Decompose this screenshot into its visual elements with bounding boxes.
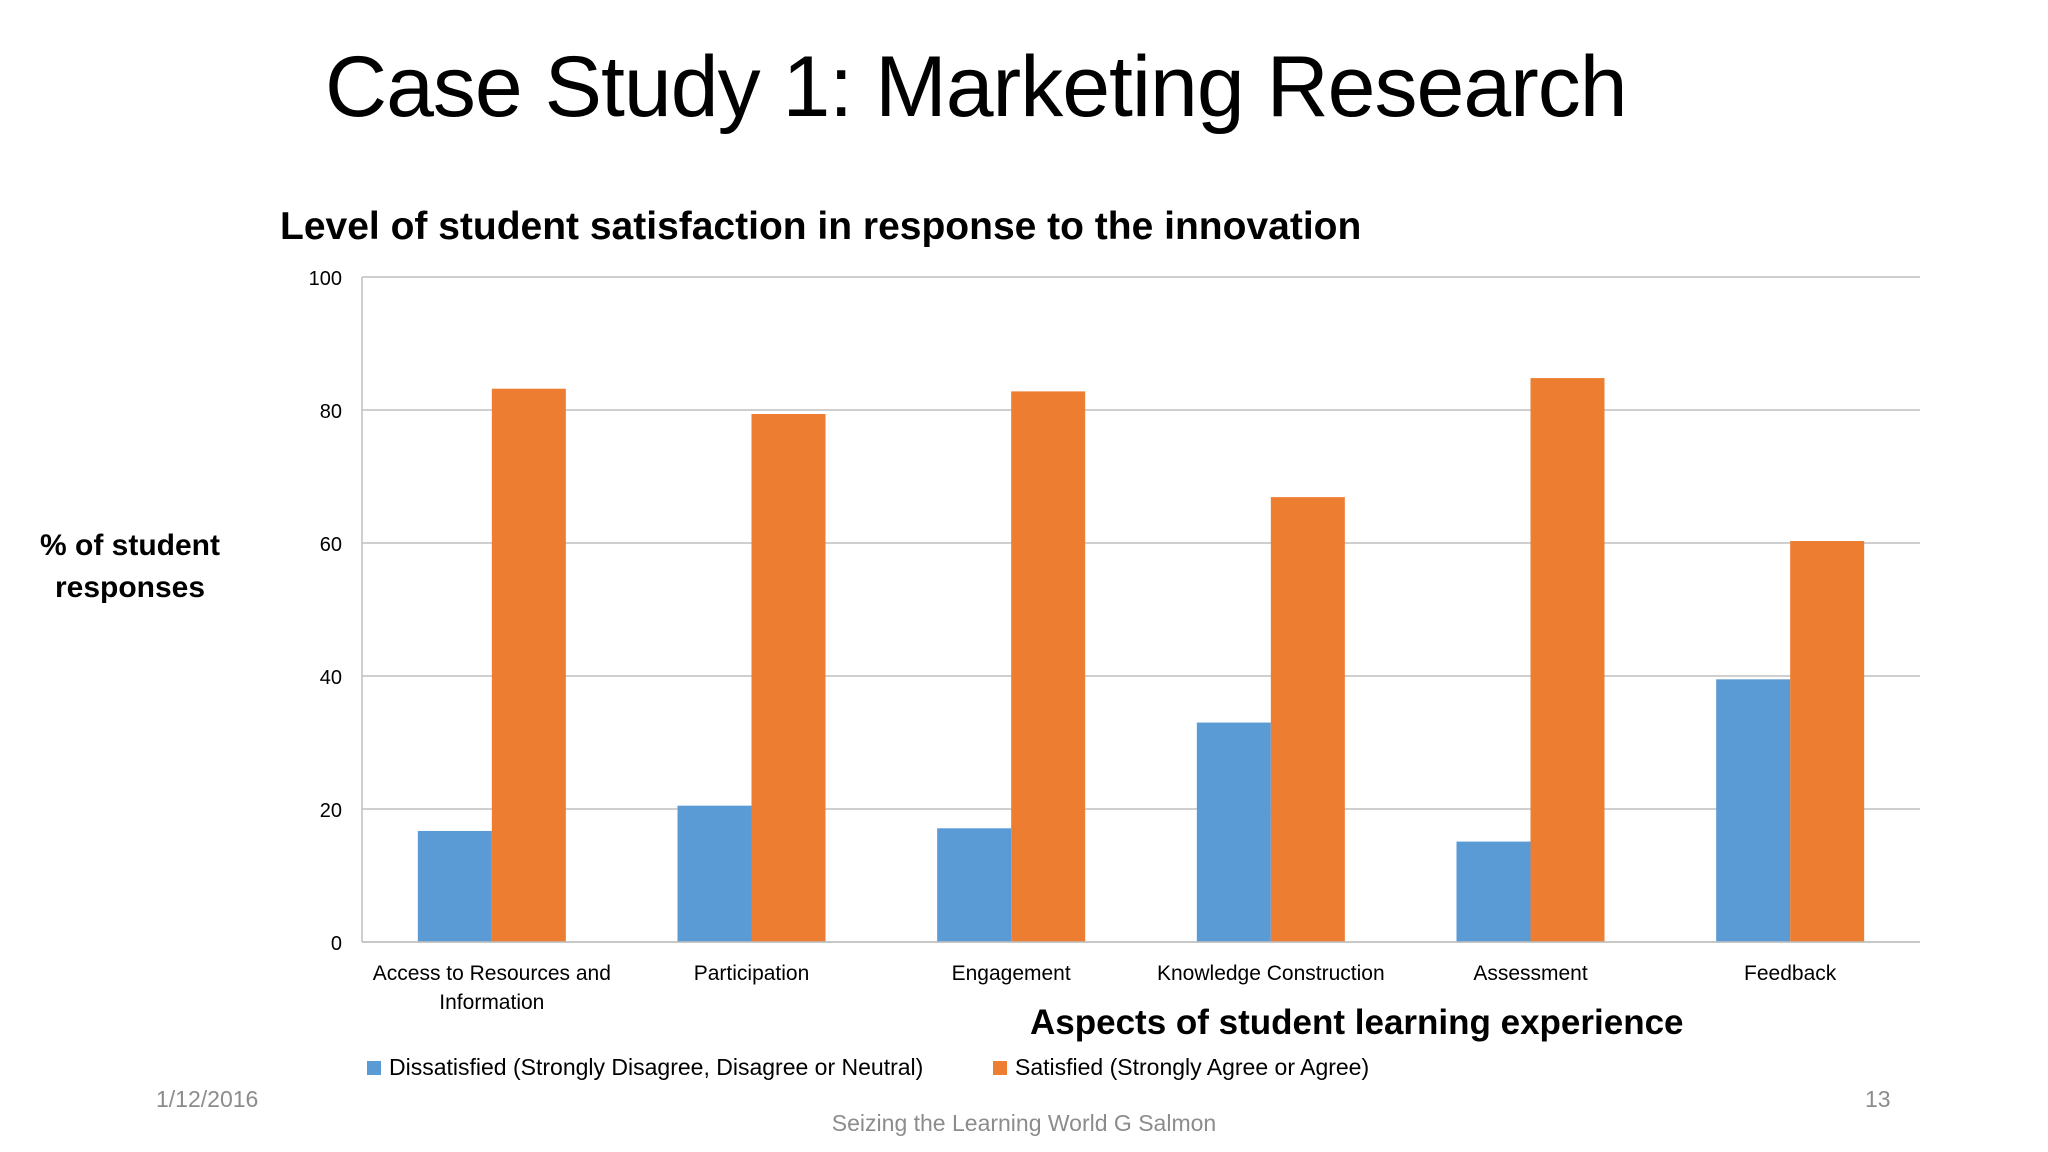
y-tick-label: 20	[320, 800, 342, 822]
x-category-label: Access to Resources and	[373, 962, 611, 985]
y-axis-title-line-2: responses	[54, 571, 206, 604]
y-tick-label: 100	[309, 268, 342, 290]
y-tick-label: 0	[331, 933, 342, 955]
legend-item-satisfied: Satisfied (Strongly Agree or Agree)	[993, 1054, 1369, 1081]
y-tick-label: 80	[320, 401, 342, 423]
bar-satisfied	[491, 388, 566, 943]
bar-dissatisfied	[677, 805, 752, 942]
legend-label-satisfied: Satisfied (Strongly Agree or Agree)	[1015, 1054, 1370, 1080]
y-axis-title: % of student responses	[30, 525, 230, 609]
bar-dissatisfied	[937, 828, 1012, 942]
x-category-label: Assessment	[1473, 962, 1588, 985]
y-tick-label: 40	[320, 667, 342, 689]
x-category-label: Participation	[694, 962, 810, 985]
y-tick-label: 60	[320, 534, 342, 556]
bar-satisfied	[1530, 378, 1605, 943]
x-category-label: Feedback	[1744, 962, 1837, 985]
legend-item-dissatisfied: Dissatisfied (Strongly Disagree, Disagre…	[367, 1054, 923, 1081]
y-axis-title-line-1: % of student	[40, 529, 220, 562]
legend-label-dissatisfied: Dissatisfied (Strongly Disagree, Disagre…	[389, 1054, 924, 1080]
bar-satisfied	[1011, 391, 1086, 942]
page-number: 13	[1865, 1086, 1891, 1112]
bar-dissatisfied	[1716, 679, 1791, 942]
bar-dissatisfied	[1196, 722, 1271, 942]
x-category-label: Knowledge Construction	[1157, 962, 1385, 985]
legend-swatch-satisfied	[993, 1060, 1007, 1075]
x-axis-title: Aspects of student learning experience	[1030, 1003, 1684, 1042]
x-category-label: Information	[439, 991, 544, 1014]
bar-satisfied	[1790, 541, 1865, 942]
slide-title: Case Study 1: Marketing Research	[325, 39, 1628, 135]
bar-satisfied	[751, 413, 826, 942]
chart-title: Level of student satisfaction in respons…	[280, 205, 1362, 248]
x-category-label: Engagement	[952, 962, 1071, 985]
bar-chart: 0 20 40 60 80 100 Access to Resources and Infor…	[309, 268, 1920, 1014]
footer-date: 1/12/2016	[156, 1086, 259, 1112]
footer-text: Seizing the Learning World G Salmon	[831, 1110, 1217, 1136]
bar-satisfied	[1270, 497, 1345, 942]
bar-dissatisfied	[417, 830, 492, 942]
legend-swatch-dissatisfied	[367, 1060, 381, 1075]
bar-dissatisfied	[1456, 841, 1531, 942]
